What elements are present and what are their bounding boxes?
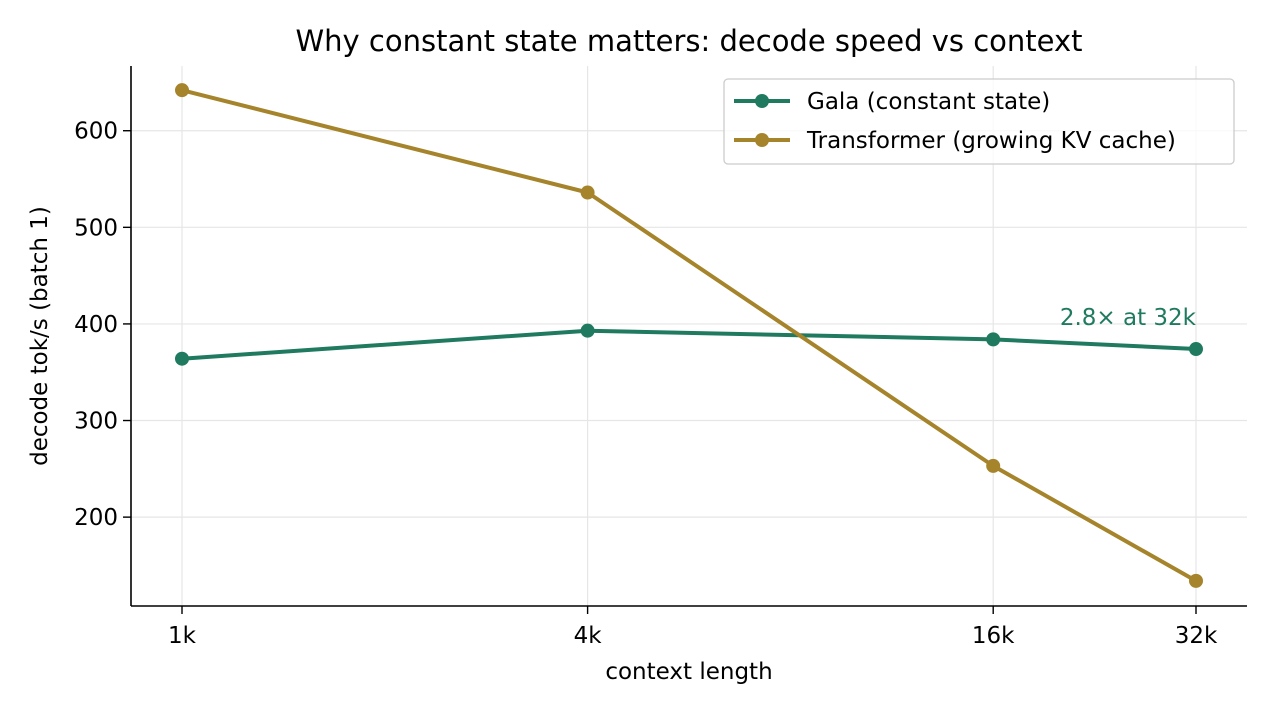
legend-marker: [755, 133, 769, 147]
data-point: [175, 351, 189, 366]
x-tick-label: 4k: [574, 623, 603, 649]
data-point: [580, 323, 595, 338]
y-tick-label: 200: [74, 505, 118, 531]
annotations: 2.8× at 32k: [1060, 305, 1197, 331]
legend-label: Transformer (growing KV cache): [806, 128, 1176, 154]
series-layer: [175, 83, 1203, 588]
y-axis-label: decode tok/s (batch 1): [27, 206, 53, 466]
legend-label: Gala (constant state): [807, 89, 1050, 115]
legend: Gala (constant state) Transformer (growin…: [723, 78, 1235, 165]
series-1: [175, 83, 1203, 588]
data-point: [580, 185, 595, 200]
legend-box: [723, 78, 1235, 165]
data-point: [986, 332, 1001, 347]
x-tick-label: 16k: [972, 623, 1015, 649]
y-tick-label: 300: [74, 409, 118, 435]
series-0: [175, 323, 1203, 366]
data-point: [175, 83, 189, 98]
x-tick-label: 32k: [1175, 623, 1218, 649]
series-line: [181, 328, 1197, 361]
y-tick-label: 400: [74, 312, 118, 338]
data-point: [1189, 342, 1203, 357]
x-axis-label: context length: [605, 659, 772, 685]
chart-title: Why constant state matters: decode speed…: [295, 24, 1082, 58]
annotation-label: 2.8× at 32k: [1060, 305, 1197, 331]
legend-marker: [755, 94, 769, 108]
axis-ticks: 1k 4k 16k 32k 200 300 400 500 600: [74, 119, 1218, 649]
data-point: [986, 458, 1001, 473]
legend-items: Gala (constant state) Transformer (growin…: [734, 89, 1176, 154]
x-tick-label: 1k: [168, 623, 197, 649]
y-tick-label: 600: [74, 119, 118, 145]
data-point: [1189, 573, 1203, 588]
y-tick-label: 500: [74, 215, 118, 241]
series-line: [181, 88, 1197, 583]
